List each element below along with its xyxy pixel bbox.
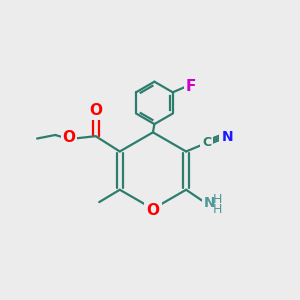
Text: O: O: [146, 203, 159, 218]
Text: F: F: [186, 80, 196, 94]
Text: N: N: [204, 196, 215, 210]
Text: N: N: [221, 130, 233, 144]
Text: C: C: [202, 136, 211, 148]
Text: O: O: [89, 103, 102, 118]
Text: H: H: [213, 203, 222, 216]
Text: O: O: [63, 130, 76, 146]
Text: H: H: [213, 193, 222, 206]
